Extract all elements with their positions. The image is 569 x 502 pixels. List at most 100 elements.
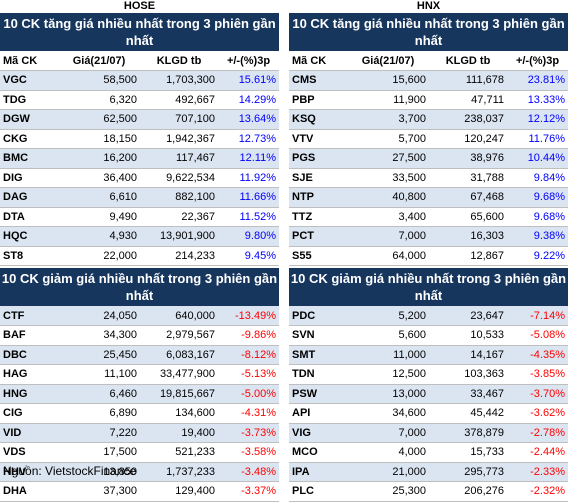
- volume-cell: 103,363: [429, 364, 507, 385]
- table-row: VGC 58,500 1,703,300 15.61%: [0, 70, 279, 91]
- change-cell: -2.44%: [507, 442, 568, 463]
- stock-code-cell: PGS: [289, 148, 347, 169]
- hnx-exchange-label: HNX: [416, 0, 441, 12]
- change-cell: 11.52%: [218, 207, 279, 227]
- volume-cell: 19,815,667: [140, 384, 218, 404]
- stock-code-cell: S55: [289, 246, 347, 266]
- table-row: PDC 5,200 23,647 -7.14%: [289, 306, 568, 326]
- table-row: CKG 18,150 1,942,367 12.73%: [0, 129, 279, 149]
- price-cell: 64,000: [347, 246, 429, 266]
- change-cell: -5.08%: [507, 325, 568, 346]
- stock-code-cell: PSW: [289, 384, 347, 404]
- price-cell: 4,000: [347, 442, 429, 463]
- change-cell: 12.12%: [507, 109, 568, 130]
- table-row: NTP 40,800 67,468 9.68%: [289, 187, 568, 208]
- price-cell: 25,450: [58, 345, 140, 365]
- volume-cell: 33,477,900: [140, 364, 218, 385]
- price-cell: 22,000: [58, 246, 140, 266]
- price-cell: 13,850: [58, 462, 140, 482]
- change-cell: 9.84%: [507, 168, 568, 188]
- change-cell: 23.81%: [507, 70, 568, 91]
- change-cell: 14.29%: [218, 90, 279, 110]
- table-row: DIG 36,400 9,622,534 11.92%: [0, 168, 279, 188]
- price-cell: 11,100: [58, 364, 140, 385]
- stock-code-cell: CIG: [0, 403, 58, 424]
- price-cell: 3,700: [347, 109, 429, 130]
- hose-gainers-body: VGC 58,500 1,703,300 15.61% TDG 6,320 492,667 1…: [0, 70, 279, 266]
- stock-code-cell: IPA: [289, 462, 347, 482]
- volume-cell: 31,788: [429, 168, 507, 188]
- volume-cell: 206,276: [429, 481, 507, 502]
- table-row: BAF 34,300 2,979,567 -9.86%: [0, 325, 279, 346]
- price-cell: 36,400: [58, 168, 140, 188]
- change-cell: 12.11%: [218, 148, 279, 169]
- price-cell: 40,800: [347, 187, 429, 208]
- volume-cell: 640,000: [140, 306, 218, 326]
- hnx-losers-table: PDC 5,200 23,647 -7.14% SVN 5,600 10,533 -5.08%…: [289, 306, 568, 502]
- hnx-gainers-title: 10 CK tăng giá nhiều nhất trong 3 phiên …: [289, 13, 568, 51]
- change-cell: 9.38%: [507, 226, 568, 247]
- hnx-gainers-table: Mã CK Giá(21/07) KLGD tb +/-(%)3p CMS 15,…: [289, 51, 568, 266]
- change-cell: -2.78%: [507, 423, 568, 443]
- stock-code-cell: DIG: [0, 168, 58, 188]
- change-cell: -3.48%: [218, 462, 279, 482]
- change-cell: -3.58%: [218, 442, 279, 463]
- change-cell: -2.32%: [507, 481, 568, 502]
- table-header-row: Mã CK Giá(21/07) KLGD tb +/-(%)3p: [289, 51, 568, 71]
- hose-exchange-label: HOSE: [123, 0, 156, 12]
- table-row: TDN 12,500 103,363 -3.85%: [289, 364, 568, 385]
- price-cell: 16,200: [58, 148, 140, 169]
- price-cell: 18,150: [58, 129, 140, 149]
- volume-cell: 38,976: [429, 148, 507, 169]
- volume-cell: 15,733: [429, 442, 507, 463]
- table-row: SMT 11,000 14,167 -4.35%: [289, 345, 568, 365]
- table-row: CTF 24,050 640,000 -13.49%: [0, 306, 279, 326]
- table-row: SJE 33,500 31,788 9.84%: [289, 168, 568, 188]
- column-header-change: +/-(%)3p: [218, 51, 279, 71]
- change-cell: 9.68%: [507, 187, 568, 208]
- volume-cell: 882,100: [140, 187, 218, 208]
- stock-code-cell: SJE: [289, 168, 347, 188]
- hnx-losers-title: 10 CK giảm giá nhiều nhất trong 3 phiên …: [289, 268, 568, 306]
- column-header-price: Giá(21/07): [347, 51, 429, 71]
- volume-cell: 19,400: [140, 423, 218, 443]
- volume-cell: 12,867: [429, 246, 507, 266]
- price-cell: 62,500: [58, 109, 140, 130]
- volume-cell: 13,901,900: [140, 226, 218, 247]
- price-cell: 25,300: [347, 481, 429, 502]
- table-row: CMS 15,600 111,678 23.81%: [289, 70, 568, 91]
- stock-code-cell: DBC: [0, 345, 58, 365]
- price-cell: 4,930: [58, 226, 140, 247]
- price-cell: 13,000: [347, 384, 429, 404]
- volume-cell: 295,773: [429, 462, 507, 482]
- volume-cell: 521,233: [140, 442, 218, 463]
- stock-code-cell: VIG: [289, 423, 347, 443]
- stock-code-cell: API: [289, 403, 347, 424]
- stock-code-cell: DGW: [0, 109, 58, 130]
- table-row: DGW 62,500 707,100 13.64%: [0, 109, 279, 130]
- change-cell: 9.22%: [507, 246, 568, 266]
- table-row: CIG 6,890 134,600 -4.31%: [0, 403, 279, 424]
- volume-cell: 14,167: [429, 345, 507, 365]
- table-row: IPA 21,000 295,773 -2.33%: [289, 462, 568, 482]
- stock-code-cell: HNG: [0, 384, 58, 404]
- price-cell: 6,890: [58, 403, 140, 424]
- change-cell: 11.76%: [507, 129, 568, 149]
- stock-code-cell: CTF: [0, 306, 58, 326]
- volume-cell: 33,467: [429, 384, 507, 404]
- price-cell: 12,500: [347, 364, 429, 385]
- table-row: HQC 4,930 13,901,900 9.80%: [0, 226, 279, 247]
- price-cell: 11,000: [347, 345, 429, 365]
- stock-code-cell: HAG: [0, 364, 58, 385]
- change-cell: -3.73%: [218, 423, 279, 443]
- table-row: HNG 6,460 19,815,667 -5.00%: [0, 384, 279, 404]
- price-cell: 3,400: [347, 207, 429, 227]
- hose-gainers-title: 10 CK tăng giá nhiều nhất trong 3 phiên …: [0, 13, 279, 51]
- price-cell: 34,600: [347, 403, 429, 424]
- table-row: DTA 9,490 22,367 11.52%: [0, 207, 279, 227]
- column-header-code: Mã CK: [289, 51, 347, 71]
- change-cell: -4.31%: [218, 403, 279, 424]
- hose-losers-title: 10 CK giảm giá nhiều nhất trong 3 phiên …: [0, 268, 279, 306]
- volume-cell: 9,622,534: [140, 168, 218, 188]
- stock-code-cell: BMC: [0, 148, 58, 169]
